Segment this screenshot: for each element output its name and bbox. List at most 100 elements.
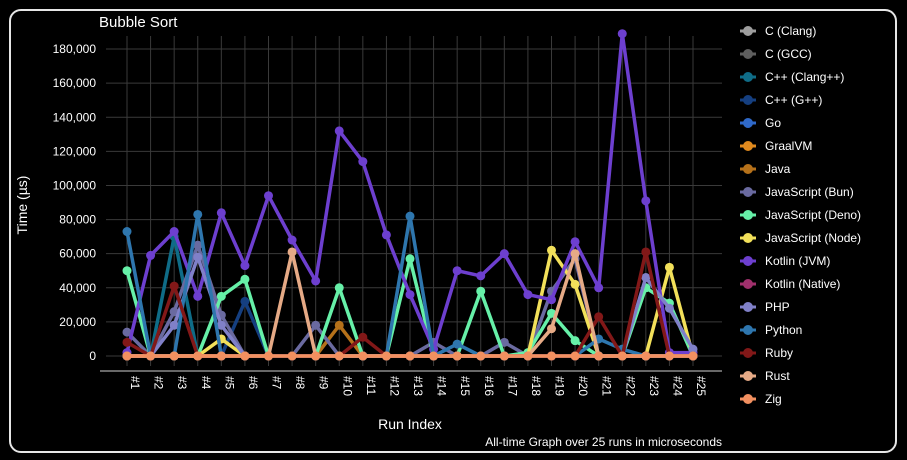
data-point xyxy=(641,351,651,361)
legend-swatch-dot xyxy=(743,49,753,59)
legend-label: Python xyxy=(765,323,802,337)
data-point xyxy=(122,351,132,361)
x-tick-label: #11 xyxy=(364,376,378,395)
data-point xyxy=(476,351,486,361)
data-point xyxy=(641,247,651,257)
legend-item[interactable]: JavaScript (Node) xyxy=(740,231,861,245)
legend-label: JavaScript (Bun) xyxy=(765,185,854,199)
data-point xyxy=(499,337,509,347)
x-tick-label: #14 xyxy=(435,376,449,396)
data-point xyxy=(287,247,297,257)
y-axis-ticks: 0 20,000 40,000 60,000 80,000 100,000 120,000 1… xyxy=(53,42,97,363)
data-point xyxy=(146,250,156,260)
legend-item[interactable]: Go xyxy=(740,116,781,130)
data-point xyxy=(311,276,321,286)
data-point xyxy=(570,336,580,346)
legend-swatch-dot xyxy=(743,256,753,266)
data-point xyxy=(169,227,179,237)
legend-swatch-dot xyxy=(743,371,753,381)
data-point xyxy=(547,245,556,255)
x-tick-label: #25 xyxy=(694,376,708,396)
data-point xyxy=(570,249,580,259)
data-point xyxy=(287,351,297,361)
legend-item[interactable]: C++ (Clang++) xyxy=(740,70,844,84)
legend-item[interactable]: Rust xyxy=(740,369,790,383)
data-point xyxy=(570,237,580,247)
x-tick-label: #18 xyxy=(529,376,543,396)
legend-item[interactable]: Kotlin (JVM) xyxy=(740,254,830,268)
x-tick-label: #12 xyxy=(387,376,401,396)
data-point xyxy=(405,290,415,300)
legend-label: C (GCC) xyxy=(765,47,812,61)
legend-swatch-dot xyxy=(743,394,753,404)
legend-item[interactable]: Java xyxy=(740,162,791,176)
x-tick-label: #9 xyxy=(317,376,331,390)
legend-label: PHP xyxy=(765,300,790,314)
data-point xyxy=(216,320,226,330)
data-point xyxy=(358,351,368,361)
data-point xyxy=(547,351,556,361)
data-point xyxy=(570,351,580,361)
legend-item[interactable]: Zig xyxy=(740,392,782,406)
legend-item[interactable]: Kotlin (Native) xyxy=(740,277,840,291)
series-zig xyxy=(122,351,698,361)
data-point xyxy=(358,332,368,342)
x-tick-label: #22 xyxy=(623,376,637,396)
legend-item[interactable]: Ruby xyxy=(740,346,793,360)
data-point xyxy=(193,252,203,262)
legend-item[interactable]: JavaScript (Bun) xyxy=(740,185,854,199)
legend-swatch-dot xyxy=(743,26,753,36)
legend-swatch-dot xyxy=(743,348,753,358)
data-point xyxy=(311,320,321,330)
data-point xyxy=(193,291,203,301)
legend-item[interactable]: C (GCC) xyxy=(740,47,812,61)
data-point xyxy=(193,209,203,219)
y-tick-label: 40,000 xyxy=(59,281,96,295)
data-point xyxy=(216,291,226,301)
data-point xyxy=(405,211,415,221)
x-tick-label: #8 xyxy=(293,376,307,390)
chart-caption: All-time Graph over 25 runs in microseco… xyxy=(485,435,722,449)
data-point xyxy=(240,261,250,271)
legend-item[interactable]: JavaScript (Deno) xyxy=(740,208,861,222)
legend-item[interactable]: GraalVM xyxy=(740,139,812,153)
data-point xyxy=(193,240,203,250)
y-tick-label: 0 xyxy=(89,349,96,363)
x-tick-label: #20 xyxy=(576,376,590,396)
x-tick-label: #2 xyxy=(152,376,166,390)
data-point xyxy=(405,351,415,361)
data-point xyxy=(122,227,132,237)
data-point xyxy=(688,344,698,354)
legend-item[interactable]: C (Clang) xyxy=(740,24,816,38)
data-point xyxy=(499,249,509,259)
x-tick-label: #13 xyxy=(411,376,425,396)
data-point xyxy=(334,320,344,330)
data-point xyxy=(688,351,698,361)
data-point xyxy=(594,312,604,322)
y-tick-label: 160,000 xyxy=(53,76,97,90)
y-tick-label: 80,000 xyxy=(59,213,96,227)
data-point xyxy=(570,279,580,289)
legend[interactable]: C (Clang) C (GCC) C++ (Clang++) C++ (G++) Go… xyxy=(740,24,861,406)
data-point xyxy=(122,266,132,276)
data-point xyxy=(594,351,604,361)
x-tick-label: #1 xyxy=(128,376,142,390)
data-point xyxy=(193,351,203,361)
legend-swatch-dot xyxy=(743,164,753,174)
legend-item[interactable]: PHP xyxy=(740,300,790,314)
data-point xyxy=(523,290,533,300)
x-tick-label: #4 xyxy=(199,376,213,390)
legend-label: GraalVM xyxy=(765,139,812,153)
legend-label: Kotlin (Native) xyxy=(765,277,840,291)
data-point xyxy=(358,157,368,167)
data-point xyxy=(617,351,627,361)
x-tick-label: #23 xyxy=(647,376,661,396)
data-point xyxy=(499,351,509,361)
legend-item[interactable]: Python xyxy=(740,323,802,337)
data-point xyxy=(641,273,651,283)
legend-item[interactable]: C++ (G++) xyxy=(740,93,822,107)
data-point xyxy=(452,266,462,276)
x-tick-label: #5 xyxy=(222,376,236,390)
legend-label: Go xyxy=(765,116,781,130)
data-point xyxy=(547,308,556,318)
